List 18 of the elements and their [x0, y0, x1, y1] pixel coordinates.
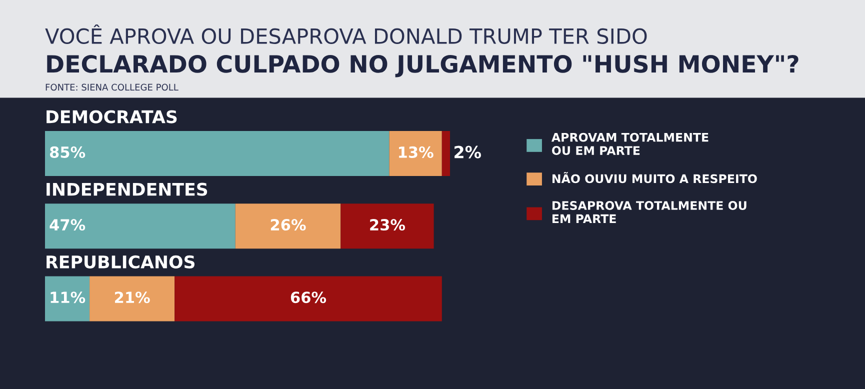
y-tick-label: REPUBLICANOS	[46, 255, 195, 268]
data-label: 47%	[50, 219, 86, 231]
y-tick-label: DEMOCRATAS	[46, 110, 177, 124]
legend-label: DESAPROVA TOTALMENTE OU EM PARTE	[552, 201, 746, 224]
chart-subtitle: DECLARADO CULPADO NO JULGAMENTO "HUSH MONEY"?	[47, 54, 798, 78]
data-label: 66%	[290, 292, 326, 304]
data-label: 26%	[270, 219, 306, 231]
source-note: FONTE: SIENA COLLEGE POLL	[46, 84, 178, 91]
data-label: 21%	[115, 292, 150, 304]
data-label: 13%	[399, 146, 434, 158]
legend-label: APROVAM TOTALMENTE OU EM PARTE	[551, 132, 708, 155]
legend-label: NÃO OUVIU MUITO A RESPEITO	[552, 172, 757, 184]
data-label: 23%	[370, 219, 406, 231]
data-label: 11%	[50, 292, 86, 304]
data-label: 2%	[454, 146, 482, 158]
chart-title: VOCÊ APROVA OU DESAPROVA DONALD TRUMP TER SIDO	[45, 24, 647, 44]
y-tick-label: INDEPENDENTES	[46, 182, 208, 196]
data-label: 85%	[50, 146, 86, 158]
